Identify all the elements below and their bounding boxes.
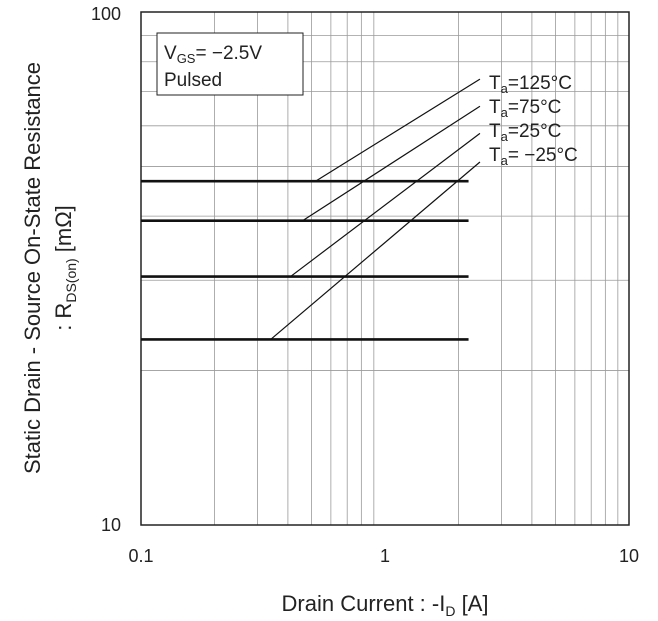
y-axis-title-unit: [mΩ]	[51, 205, 76, 258]
y-axis-title-line1: Static Drain - Source On-State Resistanc…	[20, 62, 45, 474]
grid	[141, 12, 629, 525]
series-1	[141, 105, 481, 222]
legend-label-75c-sub: a	[501, 105, 509, 120]
y-axis-title-prefix: : R	[51, 303, 76, 331]
pulsed-condition: Pulsed	[164, 70, 222, 91]
x-axis-title-unit: [A]	[455, 591, 488, 616]
legend-label-minus25c-sub: a	[501, 153, 509, 168]
legend-label-125c-rest: =125°C	[508, 73, 572, 94]
legend-label-125c-main: T	[489, 73, 501, 94]
y-axis-title-sub: DS(on)	[63, 258, 79, 302]
series-0-diagonal-line	[315, 78, 481, 182]
legend-label-25c: Ta=25°C	[489, 121, 561, 144]
legend-label-25c-main: T	[489, 121, 501, 142]
series-3-diagonal-line	[270, 161, 481, 340]
series-0	[141, 78, 481, 183]
series-3	[141, 161, 481, 341]
legend-label-25c-sub: a	[501, 129, 509, 144]
legend-label-75c: Ta=75°C	[489, 97, 561, 120]
legend-label-125c: Ta=125°C	[489, 73, 572, 96]
y-axis-title: Static Drain - Source On-State Resistanc…	[20, 62, 79, 474]
legend-label-75c-main: T	[489, 97, 501, 118]
x-tick-label-10: 10	[619, 546, 639, 566]
legend: Ta=125°C Ta=75°C Ta=25°C Ta= −25°C	[489, 73, 578, 168]
legend-label-minus25c: Ta= −25°C	[489, 145, 578, 168]
vgs-condition: VGS= −2.5V	[164, 43, 262, 66]
legend-label-125c-sub: a	[501, 81, 509, 96]
vgs-sub: GS	[177, 51, 196, 66]
legend-label-minus25c-main: T	[489, 145, 501, 166]
legend-label-75c-rest: =75°C	[508, 97, 562, 118]
series-layer	[141, 78, 481, 341]
plot-frame	[140, 11, 630, 526]
x-axis-title: Drain Current : -ID [A]	[282, 591, 489, 619]
y-axis-title-line2: : RDS(on) [mΩ]	[51, 205, 79, 331]
conditions-box: VGS= −2.5V Pulsed	[156, 32, 304, 96]
vgs-label: V	[164, 43, 177, 64]
x-tick-label-1: 1	[380, 546, 390, 566]
y-tick-label-100: 100	[91, 4, 121, 24]
series-2	[141, 132, 481, 278]
legend-label-minus25c-rest: = −25°C	[508, 145, 578, 166]
x-axis-title-sub: D	[445, 603, 455, 619]
vgs-value: = −2.5V	[195, 43, 262, 64]
conditions-box-border	[156, 32, 304, 96]
series-2-diagonal-line	[290, 132, 481, 278]
legend-label-25c-rest: =25°C	[508, 121, 562, 142]
x-tick-label-0.1: 0.1	[128, 546, 153, 566]
y-tick-label-10: 10	[101, 515, 121, 535]
x-axis-title-main: Drain Current : -I	[282, 591, 446, 616]
series-1-diagonal-line	[302, 105, 481, 222]
